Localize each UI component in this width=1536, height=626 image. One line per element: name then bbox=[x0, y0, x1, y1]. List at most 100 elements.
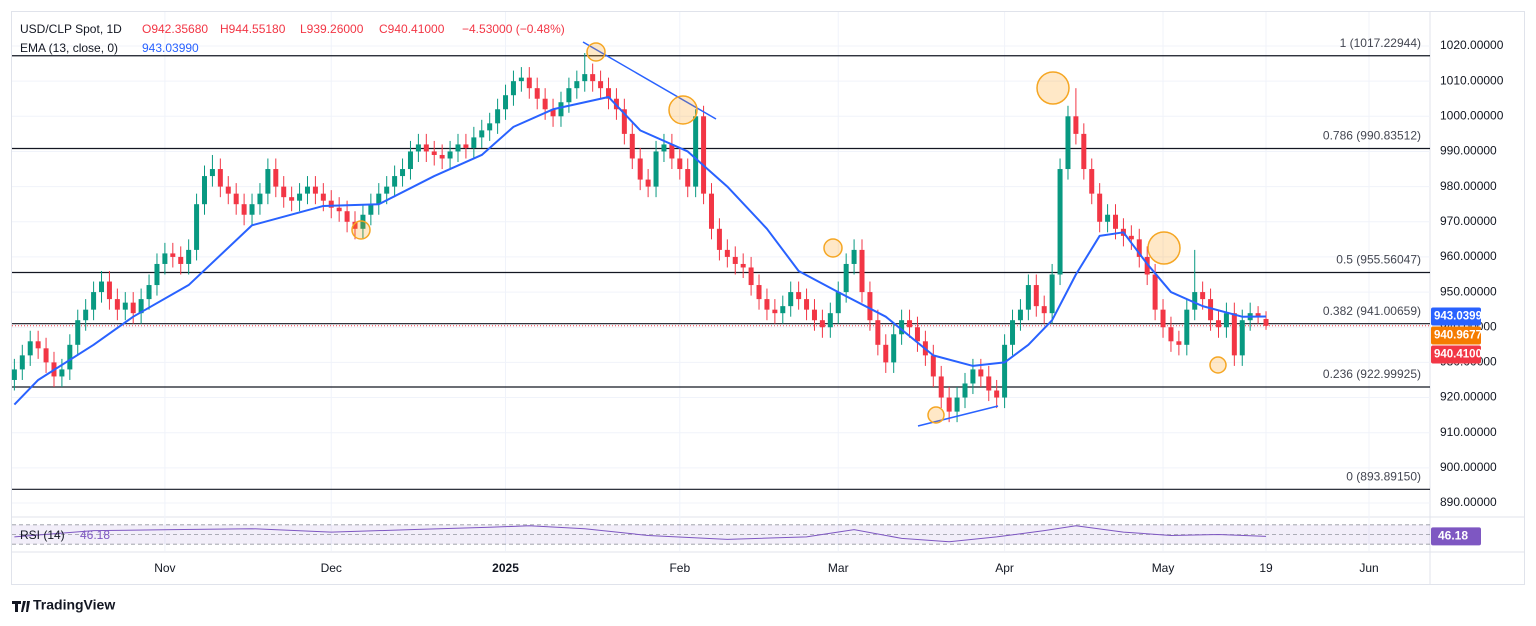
candle-body bbox=[756, 285, 762, 300]
highlight-circle bbox=[668, 95, 698, 125]
candle-body bbox=[1002, 344, 1008, 398]
candle-body bbox=[257, 193, 263, 205]
x-tick-label: 19 bbox=[1259, 561, 1273, 575]
candle-body bbox=[669, 144, 675, 159]
candle-body bbox=[392, 176, 398, 187]
candle-body bbox=[1049, 274, 1055, 314]
candle-body bbox=[423, 144, 429, 152]
candle-body bbox=[43, 348, 49, 363]
candle-body bbox=[106, 281, 112, 300]
candle-body bbox=[495, 109, 501, 124]
candle-body bbox=[1081, 133, 1087, 170]
candle-body bbox=[930, 355, 936, 377]
rsi-name: RSI (14) bbox=[20, 528, 65, 542]
candle-body bbox=[962, 383, 968, 398]
candle-body bbox=[99, 281, 105, 293]
candle-body bbox=[629, 133, 635, 159]
candle-body bbox=[510, 81, 516, 96]
candle-body bbox=[447, 151, 453, 159]
y-tick-label: 1010.00000 bbox=[1440, 73, 1504, 87]
candle-body bbox=[526, 77, 532, 89]
candle-body bbox=[1223, 313, 1229, 328]
candle-body bbox=[819, 320, 825, 328]
y-tick-label: 900.00000 bbox=[1440, 460, 1497, 474]
candle-body bbox=[598, 81, 604, 89]
candle-body bbox=[1136, 239, 1142, 257]
candle-body bbox=[201, 176, 207, 205]
candle-body bbox=[384, 186, 390, 194]
candle-body bbox=[138, 299, 144, 314]
candle-body bbox=[297, 193, 303, 201]
candle-body bbox=[336, 207, 342, 212]
highlight-circle bbox=[586, 42, 606, 62]
price-badge-label: 943.03990 bbox=[1434, 311, 1488, 323]
candle-body bbox=[843, 263, 849, 293]
y-tick-label: 1020.00000 bbox=[1440, 38, 1504, 52]
candle-body bbox=[312, 186, 318, 194]
candle-body bbox=[772, 309, 778, 314]
rsi-line bbox=[14, 525, 1267, 543]
candle-body bbox=[534, 88, 540, 99]
y-tick-label: 920.00000 bbox=[1440, 390, 1497, 404]
candle-body bbox=[11, 369, 17, 380]
candle-body bbox=[899, 320, 905, 335]
price-badge-label: 940.41000 bbox=[1434, 349, 1488, 361]
candle-body bbox=[368, 204, 374, 215]
candle-body bbox=[978, 369, 984, 377]
candle-body bbox=[209, 169, 215, 177]
x-tick-label: 2025 bbox=[492, 561, 519, 575]
fib-label: 0.382 (941.00659) bbox=[1323, 304, 1421, 318]
candle-body bbox=[249, 204, 255, 215]
price-badge-label: 940.96772 bbox=[1434, 330, 1488, 342]
highlight-circle bbox=[823, 238, 843, 258]
candle-body bbox=[590, 74, 596, 82]
highlight-circle bbox=[927, 406, 945, 424]
candle-body bbox=[748, 267, 754, 286]
candle-body bbox=[178, 256, 184, 264]
candle-body bbox=[621, 109, 627, 134]
candle-body bbox=[67, 344, 73, 370]
candle-body bbox=[804, 299, 810, 310]
candle-body bbox=[716, 228, 722, 250]
candle-body bbox=[233, 193, 239, 205]
candle-body bbox=[114, 299, 120, 310]
candle-body bbox=[859, 249, 865, 293]
candle-body bbox=[344, 211, 350, 222]
highlight-circle bbox=[1147, 231, 1181, 265]
candle-body bbox=[407, 151, 413, 170]
ohlc-change: −4.53000 (−0.48%) bbox=[462, 22, 565, 36]
candle-body bbox=[677, 158, 683, 170]
highlight-circle bbox=[351, 220, 371, 240]
y-tick-label: 950.00000 bbox=[1440, 284, 1497, 298]
candle-body bbox=[154, 263, 160, 286]
candle-body bbox=[162, 253, 168, 264]
candle-body bbox=[241, 204, 247, 215]
symbol: USD/CLP Spot, 1D bbox=[20, 22, 122, 36]
candle-body bbox=[1065, 116, 1071, 170]
candle-body bbox=[1089, 169, 1095, 194]
candle-body bbox=[122, 302, 128, 310]
candle-body bbox=[328, 200, 334, 208]
candle-body bbox=[1144, 256, 1150, 275]
y-tick-label: 980.00000 bbox=[1440, 179, 1497, 193]
candle-body bbox=[946, 397, 952, 412]
rsi-value: 46.18 bbox=[80, 528, 110, 542]
fib-label: 0.786 (990.83512) bbox=[1323, 129, 1421, 143]
ohlc-open: O942.35680 bbox=[142, 22, 208, 36]
y-tick-label: 970.00000 bbox=[1440, 214, 1497, 228]
candle-body bbox=[83, 309, 89, 321]
candle-body bbox=[1152, 274, 1158, 310]
highlight-circle bbox=[1209, 356, 1227, 374]
y-tick-label: 1000.00000 bbox=[1440, 108, 1504, 122]
candle-body bbox=[1017, 309, 1023, 321]
candle-body bbox=[146, 285, 152, 300]
candle-body bbox=[883, 344, 889, 363]
y-tick-label: 890.00000 bbox=[1440, 495, 1497, 509]
candle-body bbox=[1105, 214, 1111, 222]
candle-body bbox=[431, 151, 437, 155]
x-tick-label: May bbox=[1152, 561, 1175, 575]
candle-body bbox=[170, 253, 176, 257]
candle-body bbox=[724, 249, 730, 257]
candle-body bbox=[907, 320, 913, 328]
x-tick-label: Nov bbox=[154, 561, 175, 575]
